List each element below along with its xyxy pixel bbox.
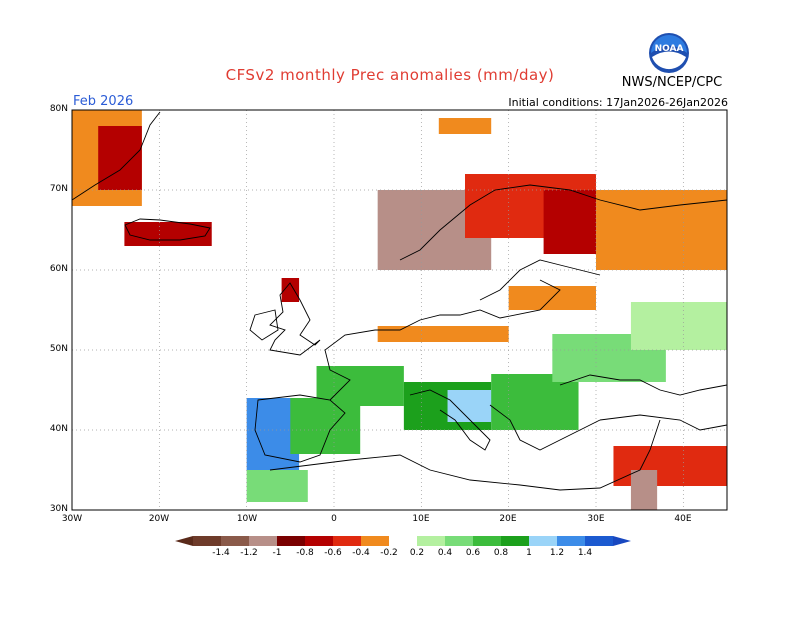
anomaly-patch xyxy=(124,222,212,246)
iberia-coast xyxy=(254,394,346,463)
agency-label: NWS/NCEP/CPC xyxy=(621,75,723,90)
anomaly-patch xyxy=(596,190,727,270)
colorbar-swatch xyxy=(305,536,333,546)
lon-label: 30E xyxy=(587,514,605,524)
ireland-coast xyxy=(249,309,279,341)
colorbar-tick-label: 0.2 xyxy=(409,548,425,558)
colorbar-tick-label: 0.8 xyxy=(493,548,509,558)
baltic-coast xyxy=(479,259,601,301)
colorbar-swatch xyxy=(221,536,249,546)
colorbar-swatch xyxy=(389,536,417,546)
colorbar-tick-label: -1 xyxy=(272,548,282,558)
colorbar-swatch xyxy=(193,536,221,546)
colorbar-swatch xyxy=(249,536,277,546)
anomaly-patch xyxy=(491,374,579,430)
colorbar-tick-label: 1.2 xyxy=(549,548,565,558)
europe-north-coast xyxy=(324,279,561,401)
lat-lon-grid xyxy=(72,110,727,510)
forecast-month: Feb 2026 xyxy=(73,94,134,109)
anomaly-patch xyxy=(281,278,300,302)
greenland-coast xyxy=(71,111,161,201)
balkans-coast xyxy=(489,404,601,451)
colorbar-swatch xyxy=(445,536,473,546)
anomaly-patch xyxy=(630,302,727,350)
colorbar-tick-label: 1 xyxy=(526,548,532,558)
noaa-logo: NOAA xyxy=(649,33,689,73)
map-frame xyxy=(72,110,727,510)
initial-conditions: Initial conditions: 17Jan2026-26Jan2026 xyxy=(508,96,728,109)
lat-label: 70N xyxy=(49,184,68,194)
colorbar-swatch xyxy=(333,536,361,546)
colorbar-tick-label: -1.2 xyxy=(240,548,258,558)
lon-label: 20W xyxy=(148,514,170,524)
colorbar-right-arrow xyxy=(613,536,631,546)
lat-label: 30N xyxy=(49,504,68,514)
colorbar-tick-label: 0.4 xyxy=(437,548,453,558)
lat-label: 60N xyxy=(49,264,68,274)
north-africa-coast xyxy=(269,419,661,491)
colorbar-tick-label: -1.4 xyxy=(212,548,230,558)
lon-label: 0 xyxy=(331,514,337,524)
anatolia-coast xyxy=(599,414,728,431)
map-title: CFSv2 monthly Prec anomalies (mm/day) xyxy=(225,66,555,84)
anomaly-patch xyxy=(377,326,509,342)
colorbar-swatch xyxy=(585,536,613,546)
colorbar-tick-label: -0.8 xyxy=(296,548,314,558)
lon-label: 10W xyxy=(236,514,258,524)
colorbar-swatch xyxy=(473,536,501,546)
colorbar-swatch xyxy=(557,536,585,546)
colorbar-swatch xyxy=(277,536,305,546)
noaa-logo-text: NOAA xyxy=(655,44,684,54)
anomaly-patch xyxy=(98,126,142,190)
britain-coast xyxy=(269,282,321,356)
italy-coast xyxy=(409,389,491,451)
map-border xyxy=(71,109,728,511)
colorbar-left-arrow xyxy=(175,536,193,546)
black-sea-coast xyxy=(559,374,728,396)
lat-label: 40N xyxy=(49,424,68,434)
colorbar-swatch xyxy=(417,536,445,546)
colorbar-swatch xyxy=(361,536,389,546)
scandinavia-coast xyxy=(399,184,728,261)
anomaly-patch xyxy=(246,470,308,502)
anomaly-patch xyxy=(438,118,492,134)
colorbar-tick-label: -0.6 xyxy=(324,548,342,558)
colorbar-tick-label: -0.4 xyxy=(352,548,370,558)
coastlines xyxy=(71,111,728,491)
anomaly-patch xyxy=(290,398,361,454)
lat-label: 80N xyxy=(49,104,68,114)
colorbar-tick-label: 0.6 xyxy=(465,548,481,558)
colorbar-tick-label: -0.2 xyxy=(380,548,398,558)
colorbar-swatch xyxy=(529,536,557,546)
iceland-coast xyxy=(124,218,211,241)
anomaly-patch xyxy=(613,446,727,486)
lon-label: 40E xyxy=(674,514,692,524)
colorbar-tick-label: 1.4 xyxy=(577,548,593,558)
colorbar-swatch xyxy=(501,536,529,546)
colorbar xyxy=(175,536,631,546)
lon-label: 20E xyxy=(499,514,517,524)
anomaly-patch xyxy=(630,470,658,510)
lon-label: 10E xyxy=(412,514,430,524)
lat-label: 50N xyxy=(49,344,68,354)
lon-label: 30W xyxy=(61,514,83,524)
